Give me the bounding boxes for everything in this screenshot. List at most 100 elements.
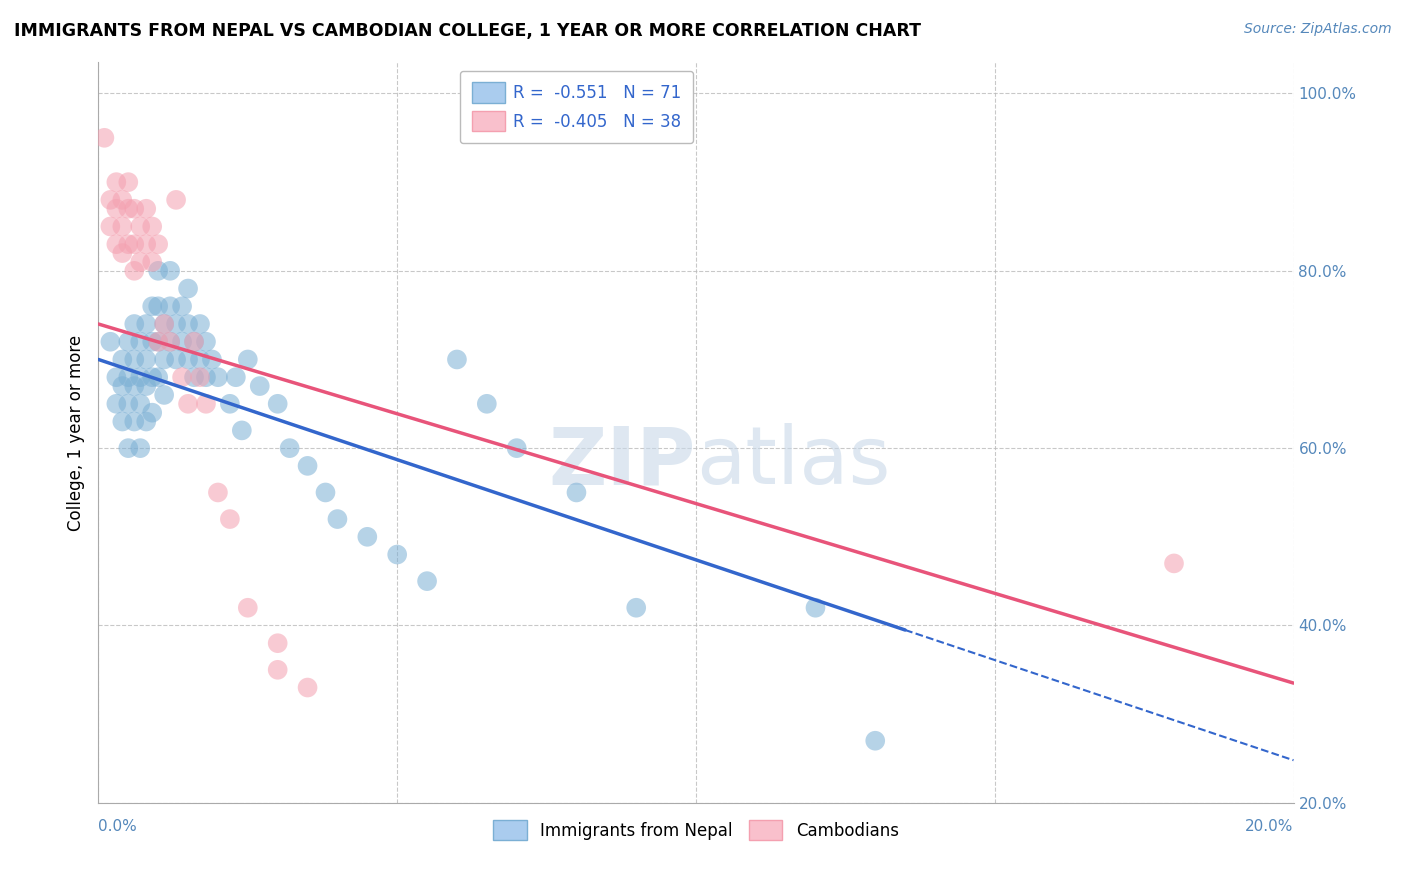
- Point: [135, 202, 157, 216]
- Point: [111, 193, 134, 207]
- Point: [188, 352, 211, 367]
- Point: [249, 379, 271, 393]
- Point: [446, 352, 468, 367]
- Point: [153, 317, 176, 331]
- Point: [225, 370, 247, 384]
- Point: [129, 441, 152, 455]
- Point: [93, 130, 115, 145]
- Point: [267, 663, 290, 677]
- Point: [177, 281, 200, 295]
- Point: [141, 334, 163, 349]
- Point: [111, 246, 134, 260]
- Point: [124, 415, 146, 429]
- Point: [267, 397, 290, 411]
- Point: [201, 352, 224, 367]
- Text: 20.0%: 20.0%: [1246, 819, 1294, 834]
- Point: [416, 574, 439, 588]
- Point: [135, 415, 157, 429]
- Point: [172, 299, 194, 313]
- Point: [153, 317, 176, 331]
- Point: [326, 512, 349, 526]
- Point: [105, 370, 128, 384]
- Point: [297, 458, 319, 473]
- Text: IMMIGRANTS FROM NEPAL VS CAMBODIAN COLLEGE, 1 YEAR OR MORE CORRELATION CHART: IMMIGRANTS FROM NEPAL VS CAMBODIAN COLLE…: [14, 22, 921, 40]
- Point: [231, 424, 253, 438]
- Point: [236, 600, 259, 615]
- Point: [148, 334, 170, 349]
- Point: [188, 370, 211, 384]
- Point: [117, 334, 139, 349]
- Point: [207, 370, 229, 384]
- Point: [177, 317, 200, 331]
- Point: [105, 175, 128, 189]
- Point: [356, 530, 378, 544]
- Point: [195, 397, 218, 411]
- Point: [207, 485, 229, 500]
- Point: [183, 334, 205, 349]
- Point: [105, 202, 128, 216]
- Point: [219, 397, 242, 411]
- Point: [124, 237, 146, 252]
- Point: [385, 548, 409, 562]
- Point: [267, 636, 290, 650]
- Legend: Immigrants from Nepal, Cambodians: Immigrants from Nepal, Cambodians: [479, 806, 912, 854]
- Point: [124, 317, 146, 331]
- Point: [141, 255, 163, 269]
- Point: [1163, 557, 1185, 571]
- Point: [236, 352, 259, 367]
- Text: ZIP: ZIP: [548, 423, 696, 501]
- Point: [105, 397, 128, 411]
- Point: [105, 237, 128, 252]
- Point: [98, 334, 122, 349]
- Point: [153, 388, 176, 402]
- Point: [117, 202, 139, 216]
- Point: [148, 264, 170, 278]
- Point: [565, 485, 588, 500]
- Point: [188, 317, 211, 331]
- Point: [804, 600, 827, 615]
- Point: [135, 379, 157, 393]
- Point: [141, 406, 163, 420]
- Point: [159, 334, 181, 349]
- Point: [135, 317, 157, 331]
- Point: [626, 600, 648, 615]
- Point: [129, 334, 152, 349]
- Point: [117, 397, 139, 411]
- Point: [129, 219, 152, 234]
- Point: [278, 441, 301, 455]
- Point: [111, 352, 134, 367]
- Point: [135, 237, 157, 252]
- Text: Source: ZipAtlas.com: Source: ZipAtlas.com: [1244, 22, 1392, 37]
- Text: 0.0%: 0.0%: [98, 819, 138, 834]
- Point: [475, 397, 498, 411]
- Point: [129, 370, 152, 384]
- Point: [98, 219, 122, 234]
- Point: [172, 334, 194, 349]
- Point: [172, 370, 194, 384]
- Point: [506, 441, 529, 455]
- Point: [129, 255, 152, 269]
- Point: [148, 370, 170, 384]
- Point: [124, 202, 146, 216]
- Point: [98, 193, 122, 207]
- Point: [865, 733, 887, 747]
- Point: [148, 334, 170, 349]
- Point: [219, 512, 242, 526]
- Point: [135, 352, 157, 367]
- Point: [141, 299, 163, 313]
- Point: [177, 352, 200, 367]
- Point: [165, 352, 187, 367]
- Point: [183, 334, 205, 349]
- Point: [111, 379, 134, 393]
- Y-axis label: College, 1 year or more: College, 1 year or more: [66, 334, 84, 531]
- Point: [195, 334, 218, 349]
- Point: [111, 219, 134, 234]
- Point: [117, 441, 139, 455]
- Point: [159, 334, 181, 349]
- Point: [141, 370, 163, 384]
- Point: [117, 370, 139, 384]
- Point: [195, 370, 218, 384]
- Point: [129, 397, 152, 411]
- Point: [117, 175, 139, 189]
- Point: [124, 264, 146, 278]
